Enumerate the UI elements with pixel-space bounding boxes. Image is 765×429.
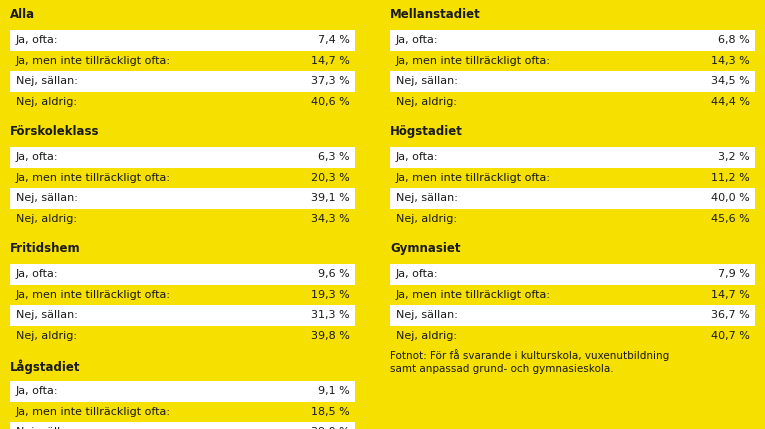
Bar <box>10 422 355 429</box>
Text: Nej, aldrig:: Nej, aldrig: <box>16 214 77 224</box>
Text: Ja, ofta:: Ja, ofta: <box>16 152 58 162</box>
Text: Nej, sällan:: Nej, sällan: <box>16 310 78 320</box>
Text: Nej, sällan:: Nej, sällan: <box>16 76 78 86</box>
Text: 6,3 %: 6,3 % <box>318 152 350 162</box>
Text: Nej, sällan:: Nej, sällan: <box>16 427 78 429</box>
Text: 44,4 %: 44,4 % <box>711 97 750 107</box>
Bar <box>10 284 355 305</box>
Bar <box>390 284 755 305</box>
Text: Nej, sällan:: Nej, sällan: <box>396 310 458 320</box>
Text: 14,7 %: 14,7 % <box>711 290 750 300</box>
Text: Nej, sällan:: Nej, sällan: <box>16 193 78 203</box>
Text: Ja, men inte tillräckligt ofta:: Ja, men inte tillräckligt ofta: <box>396 173 551 183</box>
Text: 36,7 %: 36,7 % <box>711 310 750 320</box>
Text: Ja, ofta:: Ja, ofta: <box>396 269 438 279</box>
Text: Ja, men inte tillräckligt ofta:: Ja, men inte tillräckligt ofta: <box>16 173 171 183</box>
Text: 6,8 %: 6,8 % <box>718 35 750 45</box>
Bar <box>390 167 755 188</box>
Text: 34,5 %: 34,5 % <box>711 76 750 86</box>
Bar <box>10 91 355 112</box>
Bar <box>10 71 355 91</box>
Text: 39,8 %: 39,8 % <box>311 331 350 341</box>
Text: Ja, men inte tillräckligt ofta:: Ja, men inte tillräckligt ofta: <box>16 56 171 66</box>
Text: Ja, men inte tillräckligt ofta:: Ja, men inte tillräckligt ofta: <box>396 56 551 66</box>
Text: Nej, aldrig:: Nej, aldrig: <box>396 97 457 107</box>
Bar <box>390 305 755 326</box>
Text: 14,7 %: 14,7 % <box>311 56 350 66</box>
Text: 39,1 %: 39,1 % <box>311 193 350 203</box>
Text: 37,3 %: 37,3 % <box>311 76 350 86</box>
Bar <box>390 91 755 112</box>
Bar <box>390 208 755 229</box>
Text: Fotnot: För få svarande i kulturskola, vuxenutbildning: Fotnot: För få svarande i kulturskola, v… <box>390 349 669 361</box>
Text: 40,6 %: 40,6 % <box>311 97 350 107</box>
Text: 3,2 %: 3,2 % <box>718 152 750 162</box>
Text: 7,4 %: 7,4 % <box>318 35 350 45</box>
Text: Fritidshem: Fritidshem <box>10 242 80 255</box>
Bar <box>390 147 755 167</box>
Text: Ja, men inte tillräckligt ofta:: Ja, men inte tillräckligt ofta: <box>396 290 551 300</box>
Text: 39,0 %: 39,0 % <box>311 427 350 429</box>
Text: Alla: Alla <box>10 8 35 21</box>
Text: Ja, ofta:: Ja, ofta: <box>16 35 58 45</box>
Text: 34,3 %: 34,3 % <box>311 214 350 224</box>
Text: Högstadiet: Högstadiet <box>390 125 463 138</box>
Text: 9,6 %: 9,6 % <box>318 269 350 279</box>
Bar <box>10 305 355 326</box>
Text: Nej, aldrig:: Nej, aldrig: <box>396 214 457 224</box>
Bar <box>10 208 355 229</box>
Text: Ja, men inte tillräckligt ofta:: Ja, men inte tillräckligt ofta: <box>16 407 171 417</box>
Text: 31,3 %: 31,3 % <box>311 310 350 320</box>
Bar <box>390 326 755 346</box>
Text: Lågstadiet: Lågstadiet <box>10 359 80 374</box>
Text: Ja, men inte tillräckligt ofta:: Ja, men inte tillräckligt ofta: <box>16 290 171 300</box>
Bar <box>10 381 355 402</box>
Text: 40,7 %: 40,7 % <box>711 331 750 341</box>
Text: Förskoleklass: Förskoleklass <box>10 125 99 138</box>
Text: samt anpassad grund- och gymnasieskola.: samt anpassad grund- och gymnasieskola. <box>390 364 614 374</box>
Bar <box>390 51 755 71</box>
Bar <box>10 147 355 167</box>
Bar <box>390 264 755 284</box>
Text: 19,3 %: 19,3 % <box>311 290 350 300</box>
Bar <box>10 51 355 71</box>
Text: Gymnasiet: Gymnasiet <box>390 242 461 255</box>
Bar <box>390 71 755 91</box>
Bar <box>390 188 755 208</box>
Text: Ja, ofta:: Ja, ofta: <box>16 386 58 396</box>
Text: 9,1 %: 9,1 % <box>318 386 350 396</box>
Text: 18,5 %: 18,5 % <box>311 407 350 417</box>
Bar <box>10 30 355 51</box>
Text: Nej, aldrig:: Nej, aldrig: <box>16 331 77 341</box>
Text: 45,6 %: 45,6 % <box>711 214 750 224</box>
Text: Nej, aldrig:: Nej, aldrig: <box>16 97 77 107</box>
Text: 11,2 %: 11,2 % <box>711 173 750 183</box>
Text: 40,0 %: 40,0 % <box>711 193 750 203</box>
Text: Nej, sällan:: Nej, sällan: <box>396 76 458 86</box>
Bar <box>10 188 355 208</box>
Bar <box>10 167 355 188</box>
Text: Ja, ofta:: Ja, ofta: <box>396 35 438 45</box>
Text: Mellanstadiet: Mellanstadiet <box>390 8 480 21</box>
Text: 7,9 %: 7,9 % <box>718 269 750 279</box>
Bar <box>10 326 355 346</box>
Text: Nej, aldrig:: Nej, aldrig: <box>396 331 457 341</box>
Text: 14,3 %: 14,3 % <box>711 56 750 66</box>
Bar <box>10 264 355 284</box>
Text: Ja, ofta:: Ja, ofta: <box>16 269 58 279</box>
Text: Nej, sällan:: Nej, sällan: <box>396 193 458 203</box>
Bar <box>390 30 755 51</box>
Bar <box>10 402 355 422</box>
Text: Ja, ofta:: Ja, ofta: <box>396 152 438 162</box>
Text: 20,3 %: 20,3 % <box>311 173 350 183</box>
